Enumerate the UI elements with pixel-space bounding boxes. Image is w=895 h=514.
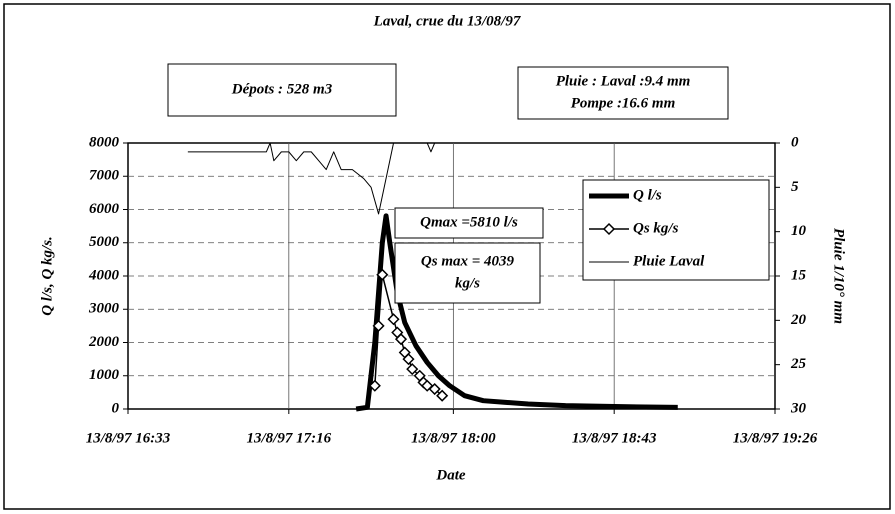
y-tick-label: 7000	[89, 168, 120, 184]
legend-label: Qs kg/s	[633, 220, 679, 236]
annotation-box	[394, 242, 541, 304]
chart-title: Laval, crue du 13/08/97	[373, 13, 521, 29]
y2-tick-label: 10	[791, 223, 807, 239]
y-tick-label: 8000	[89, 134, 120, 150]
x-tick-label: 13/8/97 17:16	[247, 430, 332, 446]
y2-tick-label: 15	[791, 267, 807, 283]
x-tick-label: 13/8/97 18:43	[572, 430, 657, 446]
annotation-box	[517, 66, 729, 120]
point	[421, 379, 434, 392]
annotation-text: Qmax =5810 l/s	[420, 214, 518, 230]
annotation-text: Dépots : 528 m3	[231, 81, 333, 97]
point	[436, 389, 449, 402]
point	[387, 313, 400, 326]
series-line	[187, 142, 436, 215]
y2-tick-label: 0	[791, 134, 799, 150]
y-axis-label: Q l/s, Q kg/s.	[39, 236, 55, 316]
annotation-text: Pluie : Laval :9.4 mm	[556, 73, 691, 89]
annotation-box	[167, 63, 397, 117]
annotation-text: Qs max = 4039	[421, 253, 515, 269]
y-tick-label: 1000	[89, 367, 120, 383]
legend-label: Pluie Laval	[633, 253, 705, 269]
point	[402, 353, 415, 366]
y2-tick-label: 20	[790, 312, 807, 328]
y-tick-label: 2000	[88, 334, 120, 350]
legend-label: Q l/s	[633, 187, 662, 203]
y2-tick-label: 30	[790, 400, 807, 416]
legend-swatch	[602, 222, 616, 236]
y-tick-label: 5000	[89, 234, 120, 250]
x-tick-label: 13/8/97 16:33	[86, 430, 171, 446]
y-tick-label: 0	[112, 400, 120, 416]
point	[406, 363, 419, 376]
annotation-text: kg/s	[455, 275, 480, 291]
point	[394, 333, 408, 346]
frame	[3, 3, 891, 510]
y2-axis-label: Pluie 1/10° mm	[831, 228, 847, 324]
y2-tick-label: 5	[791, 179, 799, 195]
x-tick-label: 13/8/97 19:26	[733, 430, 818, 446]
y-tick-label: 3000	[88, 301, 120, 317]
series-line	[355, 213, 678, 412]
x-tick-label: 13/8/97 18:00	[411, 430, 496, 446]
point	[376, 268, 389, 281]
point	[372, 319, 385, 332]
annotation-box	[394, 207, 544, 239]
point	[428, 382, 441, 396]
y-tick-label: 6000	[89, 201, 120, 217]
y-tick-label: 4000	[88, 267, 120, 283]
point	[368, 379, 381, 392]
y2-tick-label: 25	[790, 356, 807, 372]
annotation-text: Pompe :16.6 mm	[571, 95, 676, 111]
x-axis-label: Date	[435, 467, 466, 483]
